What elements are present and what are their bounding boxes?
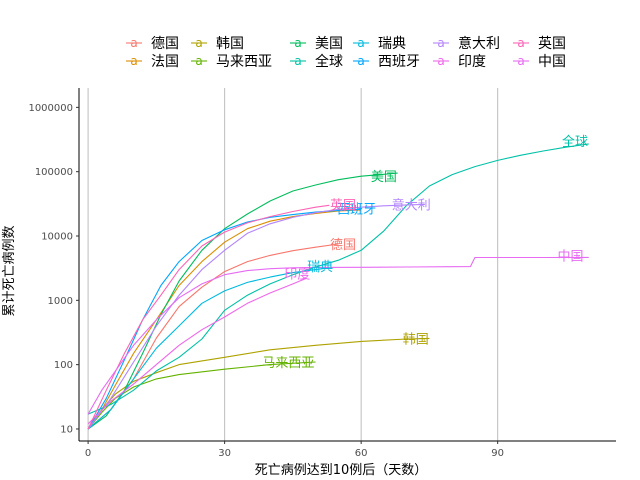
series-line-美国 [87,172,398,430]
legend-item-法国: a 法国 [126,54,179,70]
series-line-英国 [87,204,330,430]
legend-item-意大利: a 意大利 [433,35,500,52]
y-tick-label: 100 [54,360,73,371]
y-tick-label: 100000 [35,167,73,178]
legend-item-印度: a 印度 [433,54,486,70]
y-tick-label: 1000 [48,296,73,307]
y-tick-label: 10000 [41,232,73,243]
legend-label: 马来西亚 [216,54,272,70]
legend-item-马来西亚: a 马来西亚 [191,54,272,70]
legend-item-全球: a 全球 [290,53,343,70]
legend-label: 法国 [151,54,179,70]
series-label-全球: 全球 [562,134,588,150]
legend-item-韩国: a 韩国 [191,36,244,52]
series-line-瑞典 [87,267,330,430]
series-label-德国: 德国 [330,238,356,253]
legend-item-美国: a 美国 [290,36,343,52]
legend: a 德国 a 韩国 a 美国 a 瑞典 a 意大利 a 英国 a 法国 a 马来西亚 a 全球 a 西班牙 a 印度 a 中国 [126,35,566,70]
legend-item-中国: a 中国 [513,54,566,70]
x-axis-title: 死亡病例达到10例后（天数） [255,463,428,478]
axes [78,88,616,442]
series-line-全球 [87,143,589,415]
series-line-印度 [87,277,307,425]
y-tick-label: 10 [60,424,73,435]
series-label-英国: 英国 [330,198,356,213]
legend-item-英国: a 英国 [513,35,566,52]
series-line-中国 [87,256,589,415]
x-tick-label: 60 [355,448,368,459]
series-label-印度: 印度 [284,267,310,283]
legend-label: 韩国 [216,36,244,52]
legend-label: 印度 [458,54,486,70]
y-axis-title: 累计死亡病例数 [2,225,17,316]
x-tick-label: 30 [218,448,231,459]
legend-label: 中国 [538,54,566,70]
x-tick-label: 90 [491,448,504,459]
series-line-意大利 [87,203,425,430]
legend-item-德国: a 德国 [126,36,179,52]
legend-label: 英国 [538,35,566,52]
y-axis-ticks: 10 100 1000 10000 100000 1000000 [28,103,79,435]
series-lines [87,143,589,430]
legend-label: 西班牙 [378,54,420,70]
legend-label: 全球 [315,53,343,70]
legend-label: 瑞典 [378,36,406,52]
y-tick-label: 1000000 [28,103,73,114]
legend-item-瑞典: a 瑞典 [353,36,406,52]
series-label-瑞典: 瑞典 [307,260,333,275]
series-line-马来西亚 [87,361,316,430]
series-label-韩国: 韩国 [403,332,429,347]
series-label-中国: 中国 [557,249,583,264]
legend-label: 德国 [151,36,179,52]
series-line-韩国 [87,337,430,430]
x-tick-label: 0 [85,448,91,459]
grid-lines [87,88,499,441]
legend-label: 美国 [315,36,343,52]
series-label-美国: 美国 [371,170,397,185]
legend-item-西班牙: a 西班牙 [353,54,420,70]
series-label-马来西亚: 马来西亚 [262,356,314,371]
legend-label: 意大利 [458,35,500,52]
series-label-西班牙: 西班牙 [337,202,376,217]
x-axis-ticks: 0 30 60 90 [85,441,504,459]
series-label-意大利: 意大利 [392,197,431,213]
